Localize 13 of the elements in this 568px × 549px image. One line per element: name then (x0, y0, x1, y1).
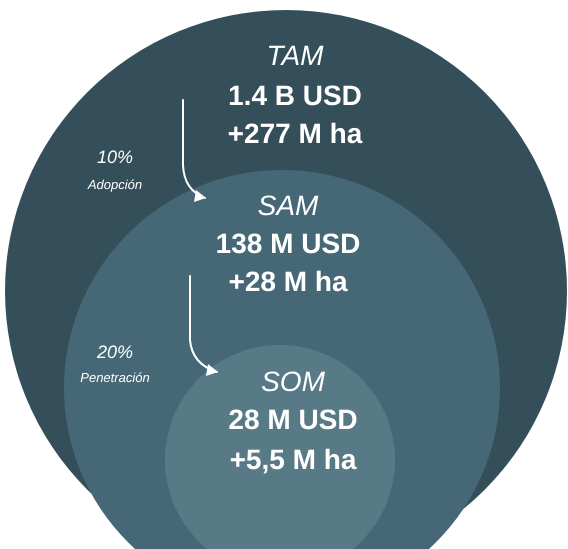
text: Penetración (80, 370, 150, 385)
data-label: 1.4 B USD (228, 80, 362, 111)
text: 20% (96, 342, 134, 362)
category-label: SAM (258, 190, 318, 221)
category-label: SOM (261, 366, 325, 397)
data-label: +28 M ha (228, 266, 348, 297)
data-label: 28 M USD (228, 404, 358, 435)
data-label: +277 M ha (228, 118, 362, 149)
category-label: TAM (266, 40, 324, 71)
text: 10% (96, 147, 134, 167)
data-label: 138 M USD (216, 228, 360, 259)
data-label: +5,5 M ha (230, 444, 356, 475)
text: Adopción (88, 177, 142, 192)
